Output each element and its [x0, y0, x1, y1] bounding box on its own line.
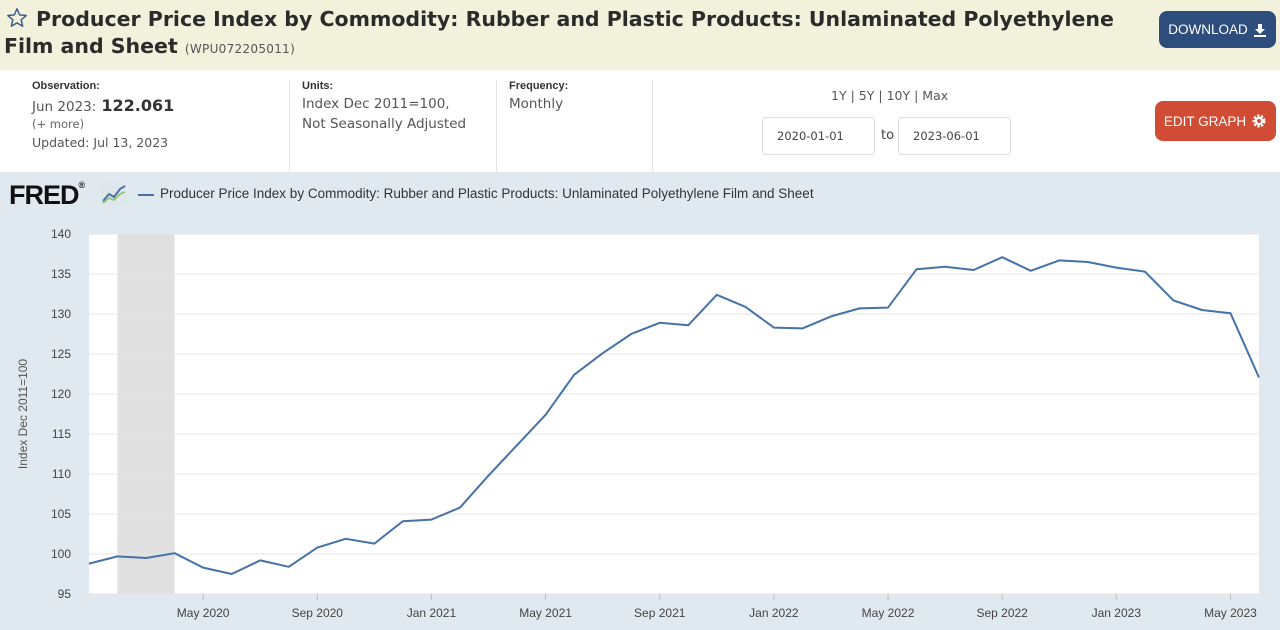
edit-graph-button[interactable]: EDIT GRAPH — [1155, 101, 1276, 141]
updated-date: Updated: Jul 13, 2023 — [32, 135, 169, 150]
y-tick-label: 95 — [58, 587, 72, 601]
x-tick-label: Jan 2021 — [407, 606, 457, 620]
range-separator: | — [850, 88, 855, 103]
range-separator: | — [914, 88, 919, 103]
y-tick-label: 120 — [51, 387, 71, 401]
units-line-2: Not Seasonally Adjusted — [302, 116, 467, 132]
series-line[interactable] — [88, 256, 1260, 575]
gear-icon — [1252, 114, 1266, 128]
y-tick-label: 130 — [51, 307, 71, 321]
start-date-input[interactable]: 2020-01-01 — [762, 117, 875, 155]
range-selector: 1Y | 5Y | 10Y | Max — [831, 88, 948, 103]
x-tick-label: May 2022 — [862, 606, 915, 620]
y-tick-label: 125 — [51, 347, 71, 361]
end-date-input[interactable]: 2023-06-01 — [898, 117, 1011, 155]
legend-label: Producer Price Index by Commodity: Rubbe… — [160, 186, 814, 201]
x-tick-label: May 2020 — [177, 606, 230, 620]
units-line-1: Index Dec 2011=100, — [302, 96, 450, 112]
download-button[interactable]: DOWNLOAD — [1159, 11, 1276, 48]
download-icon — [1253, 23, 1266, 37]
edit-graph-label: EDIT GRAPH — [1163, 113, 1247, 129]
x-tick-label: Jan 2023 — [1092, 606, 1142, 620]
range-5y[interactable]: 5Y — [858, 88, 875, 103]
observation-value: 122.061 — [101, 96, 175, 115]
fred-logo-text: FRED — [9, 180, 79, 210]
more-observations-link[interactable]: (+ more) — [32, 117, 85, 131]
x-tick-label: Sep 2022 — [976, 606, 1028, 620]
range-separator: | — [878, 88, 883, 103]
x-tick-label: May 2023 — [1204, 606, 1257, 620]
graph-area: FRED® Producer Price Index by Commodity:… — [0, 172, 1280, 630]
units-column: Units: Index Dec 2011=100, Not Seasonall… — [290, 80, 497, 172]
y-tick-label: 110 — [52, 467, 71, 481]
series-header: Producer Price Index by Commodity: Rubbe… — [0, 0, 1280, 70]
download-label: DOWNLOAD — [1168, 22, 1248, 37]
legend-line-marker — [138, 194, 154, 196]
x-tick-label: May 2021 — [519, 606, 572, 620]
y-axis-label: Index Dec 2011=100 — [16, 359, 30, 470]
range-1y[interactable]: 1Y — [831, 88, 847, 103]
frequency-column: Frequency: Monthly — [497, 80, 653, 172]
series-info-panel: Observation: Jun 2023: 122.061 (+ more) … — [0, 70, 1280, 172]
observation-date: Jun 2023: — [32, 99, 97, 115]
y-tick-label: 115 — [52, 427, 71, 441]
units-label: Units: — [302, 80, 334, 92]
x-tick-label: Jan 2022 — [749, 606, 799, 620]
y-tick-label: 100 — [51, 547, 71, 561]
series-id: (WPU072205011) — [184, 42, 296, 56]
line-chart[interactable]: 95 100 105 110 115 120 125 130 135 140 May 2020 Se… — [0, 172, 1280, 630]
observation-label: Observation: — [32, 80, 100, 92]
x-tick-label: Sep 2020 — [292, 606, 344, 620]
frequency-value: Monthly — [509, 96, 564, 112]
to-label: to — [881, 128, 895, 143]
x-tick-label: Sep 2021 — [634, 606, 686, 620]
star-icon[interactable] — [6, 7, 28, 29]
frequency-label: Frequency: — [509, 80, 569, 92]
fred-logo-mark: ® — [78, 180, 86, 190]
recession-shading — [117, 234, 175, 594]
range-10y[interactable]: 10Y — [886, 88, 911, 103]
y-tick-label: 140 — [51, 227, 71, 241]
title-text: Producer Price Index by Commodity: Rubbe… — [4, 7, 1114, 58]
page-title: Producer Price Index by Commodity: Rubbe… — [4, 6, 1144, 63]
fred-logo: FRED® — [9, 180, 85, 211]
plot-background — [89, 234, 1259, 594]
observation-column: Observation: Jun 2023: 122.061 (+ more) … — [32, 80, 290, 172]
fred-chart-icon — [101, 183, 127, 205]
y-tick-label: 135 — [51, 267, 71, 281]
range-max[interactable]: Max — [922, 88, 949, 103]
y-tick-label: 105 — [51, 507, 71, 521]
